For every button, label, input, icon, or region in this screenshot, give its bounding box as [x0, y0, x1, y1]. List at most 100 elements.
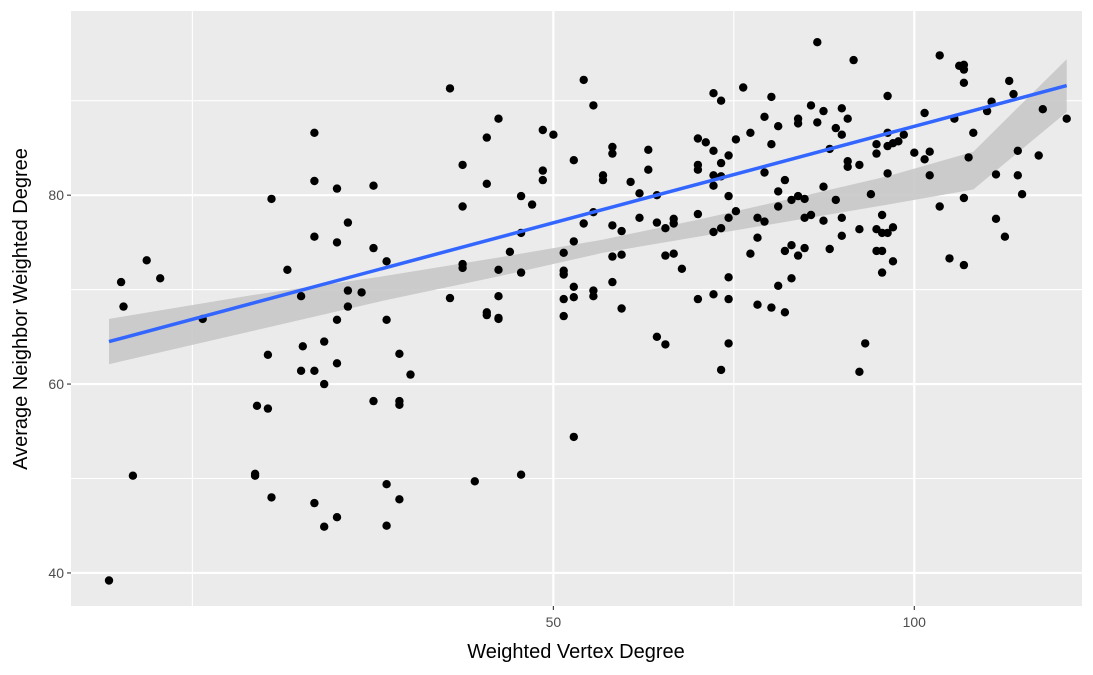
data-point	[877, 210, 887, 220]
data-point	[731, 135, 741, 144]
data-point	[701, 138, 710, 147]
data-point	[310, 232, 319, 241]
data-point	[991, 214, 1001, 223]
data-point	[831, 123, 840, 133]
data-point	[252, 401, 262, 410]
data-point	[877, 268, 887, 277]
data-point	[569, 282, 578, 291]
data-point	[774, 122, 783, 131]
data-point	[382, 480, 391, 489]
data-point	[872, 149, 881, 158]
data-point	[819, 106, 828, 116]
data-point	[849, 55, 858, 65]
data-point	[767, 140, 776, 149]
data-point	[861, 339, 870, 348]
y-tick-label: 40	[48, 565, 64, 581]
data-point	[1062, 114, 1071, 123]
data-point	[482, 310, 491, 320]
data-point	[669, 249, 678, 258]
data-point	[888, 257, 898, 266]
data-point	[888, 223, 898, 232]
data-point	[1013, 171, 1022, 180]
data-point	[445, 84, 455, 93]
data-point	[991, 170, 1001, 179]
data-point	[549, 130, 558, 139]
data-point	[458, 202, 467, 211]
data-point	[332, 359, 342, 368]
fit-line	[108, 83, 1068, 344]
data-point	[1009, 89, 1018, 99]
data-point	[406, 370, 415, 379]
data-point	[753, 233, 762, 242]
data-point	[837, 104, 846, 113]
data-point	[709, 89, 718, 98]
data-point	[119, 302, 128, 311]
data-point	[716, 158, 726, 168]
data-point	[969, 128, 978, 137]
data-point	[964, 153, 973, 162]
data-point	[267, 493, 276, 502]
y-axis-ticks: 40 60 80	[48, 187, 71, 581]
data-point	[959, 193, 969, 203]
data-point	[693, 165, 703, 174]
data-point	[458, 160, 467, 170]
data-point	[813, 38, 822, 47]
data-point	[635, 189, 644, 198]
data-point	[310, 128, 319, 137]
data-point	[104, 576, 114, 585]
data-point	[579, 75, 588, 85]
data-point	[320, 337, 329, 346]
data-point	[357, 288, 366, 297]
data-point	[559, 294, 568, 304]
data-point	[608, 252, 617, 261]
data-point	[1000, 232, 1010, 241]
data-point	[709, 171, 718, 180]
data-point	[753, 213, 762, 222]
data-point	[395, 400, 404, 409]
data-point	[855, 367, 864, 376]
data-point	[608, 277, 617, 287]
data-point	[709, 227, 718, 237]
data-point	[569, 293, 578, 302]
data-point	[925, 171, 934, 180]
data-point	[343, 302, 353, 311]
x-axis-ticks: 50 100	[546, 606, 927, 630]
data-point	[369, 396, 378, 406]
data-point	[925, 147, 934, 156]
data-point	[369, 181, 378, 190]
data-point	[774, 281, 783, 290]
y-tick-label: 80	[48, 187, 64, 203]
y-tick-label: 60	[48, 376, 64, 392]
data-point	[877, 246, 887, 256]
data-point	[494, 114, 503, 123]
data-point	[494, 314, 503, 324]
data-point	[872, 140, 881, 149]
data-point	[343, 218, 353, 227]
data-point	[716, 224, 726, 233]
data-point	[538, 125, 547, 135]
data-point	[296, 292, 306, 301]
data-point	[709, 290, 718, 299]
data-point	[1005, 76, 1014, 86]
data-point	[310, 176, 319, 186]
data-point	[959, 78, 969, 88]
data-point	[739, 83, 748, 92]
data-point	[482, 133, 491, 142]
data-point	[780, 246, 790, 256]
data-point	[793, 119, 803, 128]
data-point	[482, 179, 491, 188]
data-point	[831, 195, 840, 205]
data-point	[866, 190, 876, 199]
data-point	[310, 366, 319, 375]
x-tick-label: 50	[546, 614, 562, 630]
data-point	[283, 265, 292, 274]
x-tick-label: 100	[903, 614, 927, 630]
data-point	[559, 248, 568, 257]
data-point	[332, 184, 342, 193]
data-point	[959, 65, 969, 74]
data-point	[800, 194, 809, 204]
data-point	[945, 254, 954, 263]
data-point	[806, 210, 816, 220]
data-point	[774, 202, 783, 211]
data-point	[935, 202, 944, 211]
